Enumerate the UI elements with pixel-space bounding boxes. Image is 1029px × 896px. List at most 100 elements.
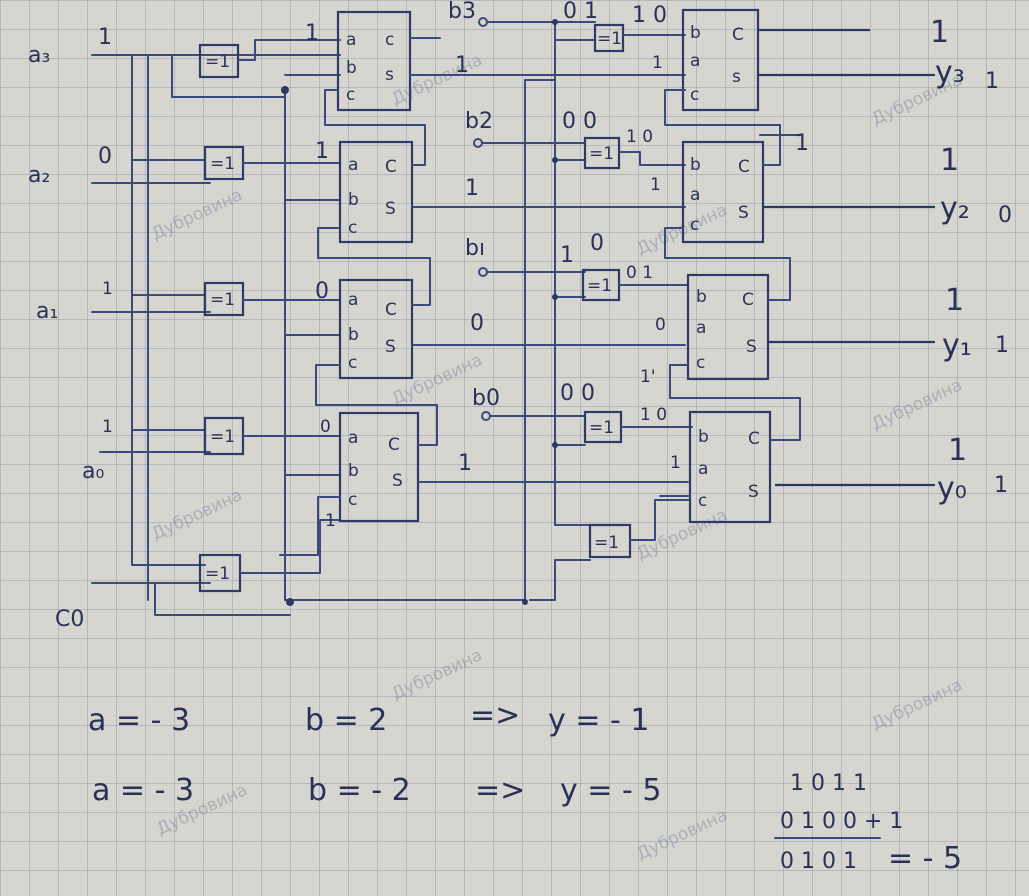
value-b2: 0 0 [562, 109, 597, 134]
pin-c: c [696, 353, 705, 373]
value-y0-carry: 1 [948, 433, 967, 468]
watermark: Дубровина [389, 645, 486, 704]
pin-a: a [690, 185, 700, 205]
input-c0-label: C0 [55, 607, 84, 632]
right-adder-2: b a c C S [681, 140, 765, 244]
left-adder-0: a b c C S [338, 411, 420, 523]
value-a2: 0 [98, 144, 112, 169]
input-b1-label: bı [465, 236, 485, 261]
pin-c: c [690, 85, 699, 105]
left-carry-chain [279, 89, 438, 556]
left-adder-2: a b c C S [338, 140, 414, 244]
output-wires [758, 28, 935, 487]
pin-a: a [348, 155, 358, 175]
pin-carry: C [388, 435, 400, 455]
output-y3-label: y₃ [935, 55, 965, 90]
pin-c: c [346, 85, 355, 105]
equations: a = - 3 b = 2 => y = - 1 a = - 3 b = - 2… [88, 698, 962, 876]
left-sum-wires [409, 37, 689, 483]
value-y1: 1 [995, 333, 1009, 358]
pin-b: b [690, 155, 701, 175]
calc-result: 0 1 0 1 [780, 849, 857, 874]
value-left-c0: 1 [325, 511, 336, 531]
b-input-wires [473, 17, 596, 605]
pin-c: c [690, 215, 699, 235]
left-adder-1: a b c C S [338, 278, 414, 380]
xor-label: =1 [597, 29, 622, 49]
pin-b: b [346, 58, 357, 78]
pin-c: c [348, 218, 357, 238]
value-carry-top: 1 [795, 131, 809, 156]
value-sum-1: 0 [470, 311, 484, 336]
input-a2-label: a₂ [28, 163, 50, 188]
value-right-b1: 0 1 [626, 263, 653, 283]
left-adder-3: a b c c s [336, 10, 412, 112]
watermark: Дубровина [634, 505, 731, 564]
pin-a: a [348, 290, 358, 310]
pin-b: b [690, 23, 701, 43]
eq1-b: b = 2 [305, 703, 387, 738]
value-right-a2: 1 [650, 175, 661, 195]
right-xor-gates: =1 =1 =1 =1 =1 [581, 23, 632, 559]
pin-carry: C [738, 157, 750, 177]
xor-label: =1 [589, 144, 614, 164]
eq2-arrow: => [475, 773, 525, 808]
pin-b: b [698, 427, 709, 447]
value-y3-carry: 1 [930, 15, 949, 50]
value-right-a3: 1 [652, 53, 663, 73]
right-adder-3: b a c C s [681, 8, 760, 112]
value-left-a3: 1 [305, 21, 319, 46]
watermark: Дубровина [389, 50, 486, 109]
watermark: Дубровина [869, 675, 966, 734]
xor-label: =1 [205, 52, 230, 72]
input-a3-label: a₃ [28, 43, 50, 68]
value-right-a0: 1 [670, 453, 681, 473]
watermarks: Дубровина Дубровина Дубровина Дубровина … [149, 50, 966, 864]
pin-c: c [698, 491, 707, 511]
value-b0: 0 0 [560, 381, 595, 406]
value-right-b0: 1 0 [640, 405, 667, 425]
xor-label: =1 [210, 154, 235, 174]
left-input-wires [91, 54, 341, 616]
value-right-a1: 0 [655, 315, 666, 335]
pin-sum: S [746, 337, 757, 357]
pin-b: b [348, 190, 359, 210]
pin-sum: S [385, 337, 396, 357]
value-y3: 1 [985, 69, 999, 94]
pin-sum: s [385, 65, 394, 85]
value-left-a2: 1 [315, 139, 329, 164]
value-sum-0: 1 [458, 451, 472, 476]
value-b1: 1 [560, 243, 574, 268]
pin-c: c [348, 353, 357, 373]
pin-sum: S [385, 199, 396, 219]
value-right-top: 1 0 [632, 3, 667, 28]
value-b1-carry: 0 [590, 231, 604, 256]
eq1-arrow: => [470, 698, 520, 733]
xor-to-adder-wires [237, 39, 526, 606]
pin-sum: S [738, 203, 749, 223]
value-y2-carry: 1 [940, 143, 959, 178]
output-y2-label: y₂ [940, 191, 970, 226]
calc-row2: 0 1 0 0 + 1 [780, 809, 903, 834]
value-right-c1: 1' [640, 367, 656, 387]
xor-label: =1 [587, 276, 612, 296]
pin-sum: S [392, 471, 403, 491]
input-b3-label: b3 [448, 0, 476, 24]
watermark: Дубровина [634, 805, 731, 864]
pin-a: a [696, 318, 706, 338]
value-left-a1: 0 [315, 279, 329, 304]
input-a1-label: a₁ [36, 299, 58, 324]
eq1-y: y = - 1 [548, 703, 649, 738]
value-b3: 0 1 [563, 0, 598, 24]
output-y1-label: y₁ [942, 328, 972, 363]
eq2-y: y = - 5 [560, 773, 661, 808]
pin-carry: C [385, 300, 397, 320]
watermark: Дубровина [149, 185, 246, 244]
watermark: Дубровина [149, 485, 246, 544]
xor-label: =1 [205, 564, 230, 584]
right-carry-chain [659, 89, 801, 497]
pin-carry: C [742, 290, 754, 310]
xor-label: =1 [594, 533, 619, 553]
pin-a: a [690, 51, 700, 71]
